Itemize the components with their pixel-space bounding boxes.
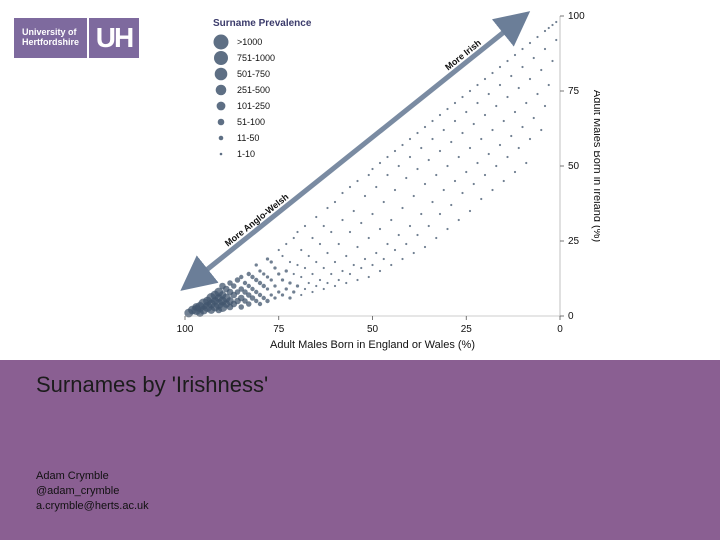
svg-text:501-750: 501-750 bbox=[237, 69, 270, 79]
svg-text:More Anglo-Welsh: More Anglo-Welsh bbox=[223, 192, 291, 249]
logo-mark: UH bbox=[89, 18, 139, 58]
author-email: a.crymble@herts.ac.uk bbox=[36, 499, 149, 514]
svg-text:50: 50 bbox=[568, 161, 580, 172]
svg-text:1-10: 1-10 bbox=[237, 149, 255, 159]
surname-scatter-chart: 100 75 50 25 0 Adult Males Born in England or… bbox=[160, 6, 600, 358]
svg-text:50: 50 bbox=[367, 324, 379, 335]
svg-text:25: 25 bbox=[461, 324, 473, 335]
svg-text:11-50: 11-50 bbox=[237, 133, 259, 143]
svg-text:25: 25 bbox=[568, 236, 580, 247]
svg-text:100: 100 bbox=[568, 11, 585, 22]
svg-text:Surname Prevalence: Surname Prevalence bbox=[213, 18, 312, 29]
author-handle: @adam_crymble bbox=[36, 484, 149, 499]
author-block: Adam Crymble @adam_crymble a.crymble@her… bbox=[36, 469, 149, 514]
svg-text:101-250: 101-250 bbox=[237, 101, 270, 111]
logo-text: University of Hertfordshire bbox=[14, 18, 87, 58]
svg-text:Adult Males Born in Ireland (%: Adult Males Born in Ireland (%) bbox=[591, 90, 600, 242]
svg-text:100: 100 bbox=[177, 324, 194, 335]
svg-text:75: 75 bbox=[568, 86, 580, 97]
svg-text:75: 75 bbox=[273, 324, 285, 335]
svg-text:251-500: 251-500 bbox=[237, 85, 270, 95]
svg-text:0: 0 bbox=[568, 311, 574, 322]
svg-text:0: 0 bbox=[557, 324, 563, 335]
svg-text:>1000: >1000 bbox=[237, 37, 262, 47]
logo-line2: Hertfordshire bbox=[22, 38, 79, 48]
logo-mark-text: UH bbox=[96, 22, 132, 54]
slide-title: Surnames by 'Irishness' bbox=[36, 372, 268, 398]
svg-text:51-100: 51-100 bbox=[237, 117, 265, 127]
author-name: Adam Crymble bbox=[36, 469, 149, 484]
svg-text:Adult Males Born in England or: Adult Males Born in England or Wales (%) bbox=[270, 339, 475, 351]
university-logo: University of Hertfordshire UH bbox=[14, 18, 139, 58]
svg-text:751-1000: 751-1000 bbox=[237, 53, 275, 63]
